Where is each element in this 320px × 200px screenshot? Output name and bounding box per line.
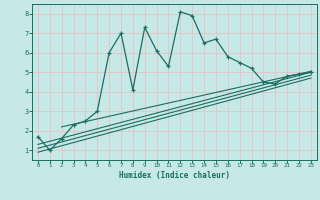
X-axis label: Humidex (Indice chaleur): Humidex (Indice chaleur) bbox=[119, 171, 230, 180]
